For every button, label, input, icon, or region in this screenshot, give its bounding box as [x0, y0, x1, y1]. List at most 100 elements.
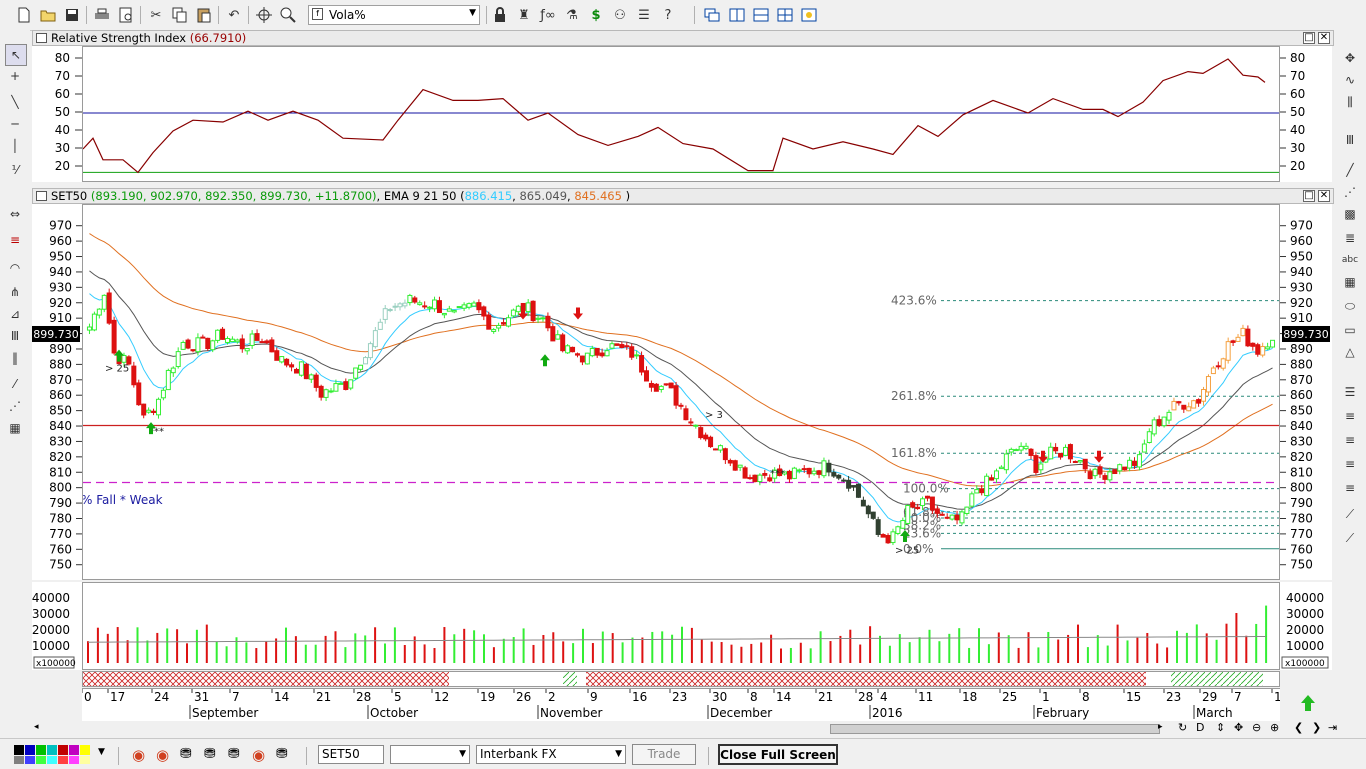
table-icon[interactable]: ▦	[1344, 275, 1356, 289]
save-icon[interactable]	[62, 5, 82, 25]
crosshair-icon[interactable]	[254, 5, 274, 25]
print-preview-icon[interactable]	[116, 5, 136, 25]
move-icon[interactable]: ✥	[1344, 51, 1356, 65]
browser-icon[interactable]: ◉	[132, 746, 146, 764]
exchange-select[interactable]: ▼	[390, 745, 470, 764]
color-swatch-lightcyan[interactable]	[47, 756, 57, 764]
hlines-icon[interactable]: ☰	[1344, 385, 1356, 399]
hbars3-icon[interactable]: ≡	[1344, 457, 1356, 471]
rsi-plot[interactable]	[82, 46, 1280, 182]
tile-horizontal-icon[interactable]	[751, 5, 771, 25]
color-swatch-blue[interactable]	[25, 745, 35, 755]
help-icon[interactable]: ?	[664, 7, 672, 23]
expand-vertical-icon[interactable]: ⇕	[1216, 721, 1226, 734]
hbars2-icon[interactable]: ≡	[1344, 433, 1356, 447]
color-swatch-cyan[interactable]	[47, 745, 57, 755]
browser2-icon[interactable]: ◉	[156, 746, 170, 764]
scroll-arrows-icon[interactable]: ⇔	[9, 207, 21, 221]
arrange-icon[interactable]	[799, 5, 819, 25]
copy-icon[interactable]	[170, 5, 190, 25]
trendline-icon[interactable]: ╲	[11, 95, 19, 109]
browser3-icon[interactable]: ◉	[252, 746, 266, 764]
volume-plot[interactable]	[82, 582, 1280, 670]
symbol-field[interactable]: SET50	[318, 745, 384, 764]
gann-icon[interactable]: ⊿	[9, 307, 21, 321]
next-icon[interactable]: ❯	[1312, 721, 1322, 734]
color-swatch-magenta[interactable]	[69, 745, 79, 755]
fan2-icon[interactable]: ⋰	[1344, 185, 1356, 199]
fib-tool-icon[interactable]: ⅟	[11, 163, 19, 177]
pitchfork-icon[interactable]: ⋔	[9, 285, 21, 299]
ellipse-icon[interactable]: ⬭	[1344, 298, 1356, 313]
list-icon[interactable]: ☰	[638, 7, 650, 23]
close-icon[interactable]: ✕	[1318, 190, 1330, 202]
color-swatch-green[interactable]	[36, 745, 46, 755]
price-plot[interactable]: 423.6% 261.8% 161.8% 100.0% 61.8% 50.0% 38.2% 2…	[81, 204, 1280, 580]
triangle-icon[interactable]: △	[1345, 345, 1355, 359]
move-chart-icon[interactable]: ✥	[1234, 721, 1244, 734]
reset-icon[interactable]: ↻	[1178, 721, 1188, 734]
cycle-icon[interactable]: ‖	[12, 351, 18, 365]
paste-icon[interactable]	[194, 5, 214, 25]
grid-tool-icon[interactable]: ▦	[9, 421, 21, 435]
zoom-out-icon[interactable]: ⊖	[1252, 721, 1262, 734]
channel-icon[interactable]: ≡	[9, 233, 21, 247]
horizontal-scrollbar-thumb[interactable]	[830, 724, 1160, 734]
color-palette-row2[interactable]	[14, 756, 90, 764]
network-icon[interactable]: ⛃	[180, 746, 192, 762]
dollar-icon[interactable]: $	[591, 7, 601, 23]
cascade-windows-icon[interactable]	[702, 5, 722, 25]
arc-icon[interactable]: ◠	[9, 261, 21, 275]
lock-icon[interactable]	[490, 5, 510, 25]
grid2-icon[interactable]: ▩	[1344, 207, 1356, 221]
print-icon[interactable]	[92, 5, 112, 25]
zoom-in-icon[interactable]: ⊕	[1270, 721, 1280, 734]
indicator-icon[interactable]: ⚗	[566, 7, 578, 23]
wave-icon[interactable]: ∿	[1344, 73, 1356, 87]
chart-settings-icon[interactable]: D	[1196, 721, 1205, 734]
prev-icon[interactable]: ❮	[1294, 721, 1304, 734]
color-swatch-black[interactable]	[14, 745, 24, 755]
formula-icon[interactable]: ƒ∞	[540, 7, 556, 23]
color-swatch-lightyellow[interactable]	[80, 756, 90, 764]
tile-vertical-icon[interactable]	[727, 5, 747, 25]
curve2-icon[interactable]: ⟋	[1345, 530, 1355, 545]
bars2-icon[interactable]: Ⅲ	[1345, 133, 1355, 147]
expert-icon[interactable]: ♜	[518, 7, 530, 23]
horizontal-line-icon[interactable]: ─	[11, 117, 19, 131]
binoculars-icon[interactable]: ⚇	[614, 7, 626, 23]
crosshair-tool-icon[interactable]: +	[9, 69, 21, 83]
regression-icon[interactable]: Ⅲ	[10, 329, 20, 343]
close-icon[interactable]: ✕	[1318, 32, 1330, 44]
symbol-select[interactable]: f Vola% ▼	[308, 5, 480, 25]
vertical-line-icon[interactable]: │	[11, 139, 19, 153]
pointer-icon[interactable]: ↖	[5, 44, 27, 66]
scroll-right-icon[interactable]: ▸	[1158, 722, 1163, 732]
color-swatch-red[interactable]	[58, 745, 68, 755]
color-swatch-lightblue[interactable]	[25, 756, 35, 764]
fan-icon[interactable]: ⋰	[9, 399, 21, 413]
trade-button[interactable]: Trade	[632, 744, 696, 765]
speed-line-icon[interactable]: ⁄	[13, 377, 16, 391]
color-swatch-pink[interactable]	[69, 756, 79, 764]
diagonal-icon[interactable]: ╱	[1346, 163, 1354, 177]
network4-icon[interactable]: ⛃	[276, 746, 288, 762]
text-tool-icon[interactable]: abc	[1341, 255, 1359, 265]
close-full-screen-button[interactable]: Close Full Screen	[718, 744, 838, 765]
zoom-icon[interactable]	[278, 5, 298, 25]
cut-icon[interactable]: ✂	[150, 7, 162, 23]
scroll-left-icon[interactable]: ◂	[34, 722, 39, 732]
color-swatch-lightred[interactable]	[58, 756, 68, 764]
hbars-icon[interactable]: ≡	[1344, 409, 1356, 423]
curve-icon[interactable]: ⟋	[1345, 506, 1355, 521]
maximize-icon[interactable]: □	[1303, 190, 1315, 202]
scroll-to-end-icon[interactable]	[1290, 692, 1326, 714]
color-swatch-yellow[interactable]	[80, 745, 90, 755]
text-lines-icon[interactable]: ≣	[1344, 231, 1356, 245]
hbars4-icon[interactable]: ≡	[1344, 481, 1356, 495]
tile-grid-icon[interactable]	[775, 5, 795, 25]
color-swatch-lightgreen[interactable]	[36, 756, 46, 764]
color-palette[interactable]	[14, 745, 90, 755]
network2-icon[interactable]: ⛃	[204, 746, 216, 762]
source-select[interactable]: Interbank FX ▼	[476, 745, 626, 764]
